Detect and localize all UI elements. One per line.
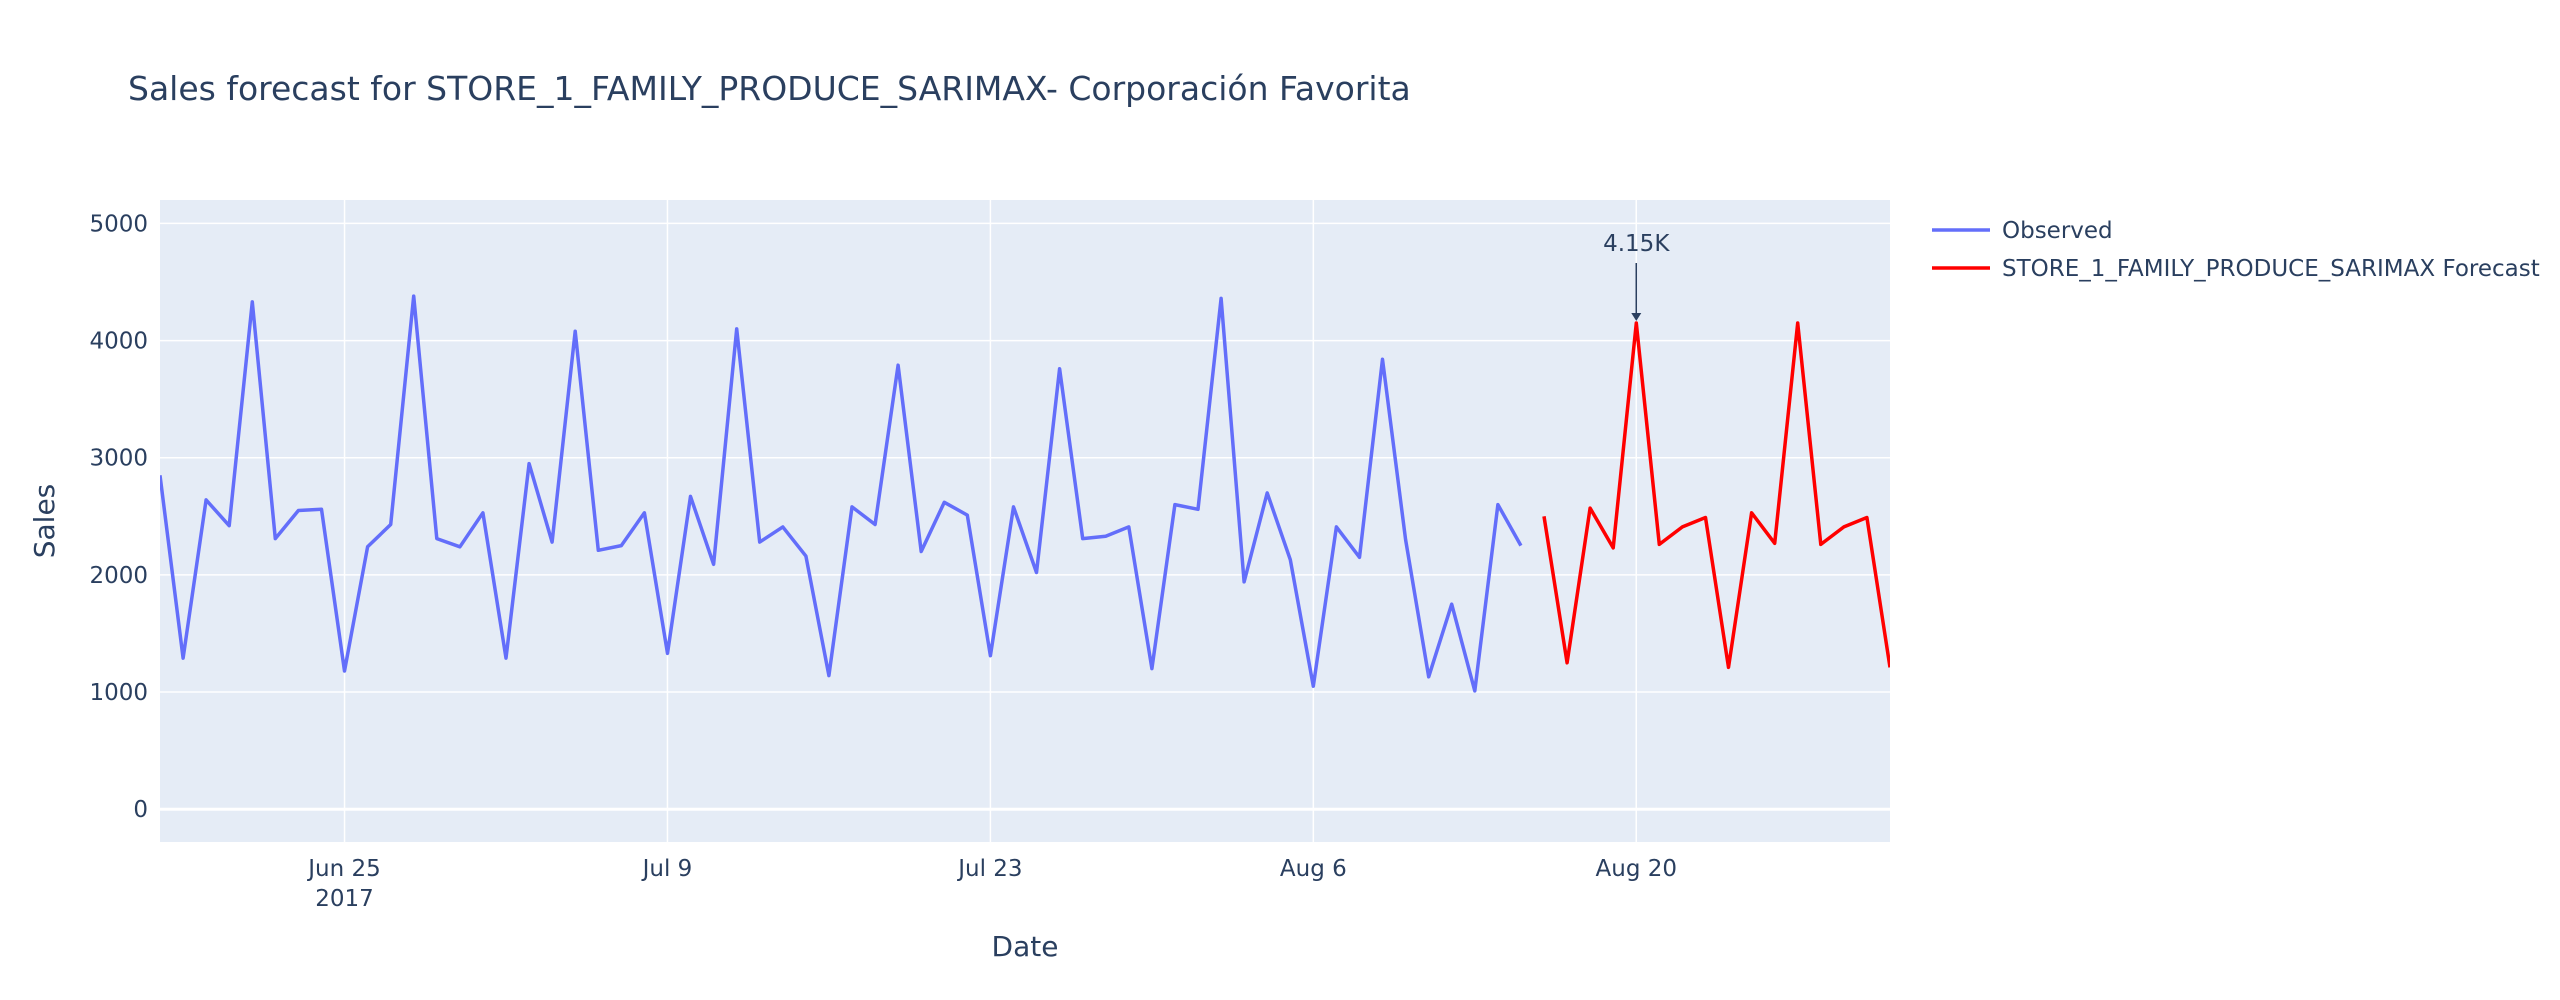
y-tick-label: 4000 (89, 329, 148, 355)
y-tick-label: 5000 (89, 211, 148, 237)
y-tick-label: 0 (133, 797, 148, 823)
x-tick-sublabel: 2017 (315, 886, 374, 912)
plot-area (160, 200, 1890, 842)
y-tick-label: 2000 (89, 563, 148, 589)
series-layer (160, 294, 1890, 693)
y-tick-label: 3000 (89, 446, 148, 472)
y-axis-title: Sales (28, 484, 61, 559)
annotation-arrowhead (1631, 313, 1642, 322)
x-axis-title: Date (992, 930, 1059, 963)
x-tick-label: Jun 25 (306, 856, 381, 882)
annotation-layer: 4.15K (1603, 231, 1670, 322)
legend: Observed STORE_1_FAMILY_PRODUCE_SARIMAX F… (1932, 218, 2540, 282)
y-axis-ticks: 0 1000 2000 3000 4000 5000 (89, 211, 148, 823)
x-tick-label: Jul 23 (956, 856, 1022, 882)
series-line-1 (1542, 321, 1890, 670)
legend-item-label[interactable]: Observed (2002, 218, 2113, 244)
annotation-label: 4.15K (1603, 231, 1670, 257)
series-line-0 (160, 294, 1523, 693)
x-tick-label: Jul 9 (641, 856, 693, 882)
chart-title: Sales forecast for STORE_1_FAMILY_PRODUC… (128, 69, 1411, 108)
legend-item-label[interactable]: STORE_1_FAMILY_PRODUCE_SARIMAX Forecast (2002, 256, 2540, 282)
x-axis-ticks: Jun 25 2017 Jul 9 Jul 23 Aug 6 Aug 20 (306, 856, 1677, 912)
y-tick-label: 1000 (89, 680, 148, 706)
x-tick-label: Aug 6 (1280, 856, 1347, 882)
x-tick-label: Aug 20 (1596, 856, 1678, 882)
